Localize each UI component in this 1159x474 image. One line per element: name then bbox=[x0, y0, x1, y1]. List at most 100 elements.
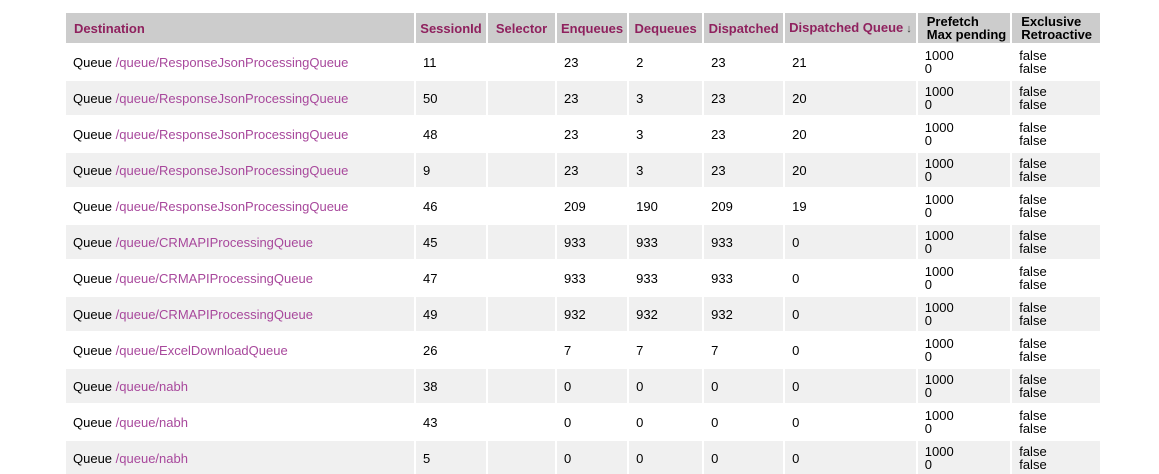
dispatched-queue-cell: 20 bbox=[785, 153, 916, 187]
selector-cell bbox=[488, 333, 555, 367]
column-header-line: Retroactive bbox=[1021, 27, 1093, 42]
exclusive-retroactive-cell-line: false bbox=[1019, 444, 1047, 459]
enqueues-cell: 23 bbox=[557, 81, 628, 115]
prefetch-max-pending-cell-line: 1000 bbox=[924, 156, 954, 171]
prefetch-max-pending-cell: 1000 0 bbox=[917, 45, 1011, 79]
queue-link[interactable]: /queue/ResponseJsonProcessingQueue bbox=[115, 198, 349, 214]
exclusive-retroactive-cell-line: false bbox=[1019, 156, 1047, 171]
dispatched-cell: 209 bbox=[704, 189, 784, 223]
session-id-cell: 49 bbox=[416, 297, 486, 331]
column-header-label: Destination bbox=[74, 20, 145, 36]
dequeues-cell: 933 bbox=[629, 261, 703, 295]
queue-link[interactable]: /queue/CRMAPIProcessingQueue bbox=[115, 234, 313, 250]
queue-link[interactable]: /queue/CRMAPIProcessingQueue bbox=[115, 270, 313, 286]
prefetch-max-pending-cell-line: 1000 bbox=[924, 228, 954, 243]
enqueues-cell: 23 bbox=[557, 153, 628, 187]
prefetch-max-pending-cell: 1000 0 bbox=[917, 333, 1011, 367]
exclusive-retroactive-cell-line: false bbox=[1019, 228, 1047, 243]
session-id-cell: 45 bbox=[416, 225, 486, 259]
destination-type-label: Queue bbox=[73, 306, 113, 322]
column-header-dispatched[interactable]: Dispatched bbox=[704, 13, 784, 43]
queue-link[interactable]: /queue/ResponseJsonProcessingQueue bbox=[115, 54, 349, 70]
prefetch-max-pending-cell-line: 1000 bbox=[924, 336, 954, 351]
prefetch-max-pending-cell-line: 0 bbox=[924, 457, 932, 472]
queue-link[interactable]: /queue/CRMAPIProcessingQueue bbox=[115, 306, 313, 322]
column-header-label: Dequeues bbox=[634, 20, 697, 36]
queue-link[interactable]: /queue/ExcelDownloadQueue bbox=[115, 342, 288, 358]
selector-cell bbox=[488, 369, 555, 403]
destination-cell: Queue /queue/ExcelDownloadQueue bbox=[66, 333, 414, 367]
destination-type-label: Queue bbox=[73, 450, 113, 466]
prefetch-max-pending-cell: 1000 0 bbox=[917, 297, 1011, 331]
header-row: Destination SessionId Selector Enqueues Dequ… bbox=[66, 13, 1101, 43]
table-row: Queue /queue/ResponseJsonProcessingQueue… bbox=[66, 45, 1101, 79]
prefetch-max-pending-cell-line: 1000 bbox=[924, 120, 954, 135]
session-id-cell: 50 bbox=[416, 81, 486, 115]
selector-cell bbox=[488, 405, 555, 439]
column-header-dequeues[interactable]: Dequeues bbox=[629, 13, 703, 43]
table-row: Queue /queue/nabh 43 0 0 0 0 1000 0 false false bbox=[66, 405, 1101, 439]
prefetch-max-pending-cell-line: 0 bbox=[924, 313, 932, 328]
destination-cell: Queue /queue/ResponseJsonProcessingQueue bbox=[66, 117, 414, 151]
dispatched-cell: 0 bbox=[704, 405, 784, 439]
prefetch-max-pending-cell: 1000 0 bbox=[917, 81, 1011, 115]
dispatched-queue-cell: 20 bbox=[785, 81, 916, 115]
table-row: Queue /queue/nabh 38 0 0 0 0 1000 0 false false bbox=[66, 369, 1101, 403]
queue-link[interactable]: /queue/nabh bbox=[115, 450, 188, 466]
dispatched-cell: 933 bbox=[704, 261, 784, 295]
queue-link[interactable]: /queue/nabh bbox=[115, 414, 188, 430]
dispatched-queue-cell: 21 bbox=[785, 45, 916, 79]
exclusive-retroactive-cell: false false bbox=[1012, 369, 1101, 403]
table-row: Queue /queue/ResponseJsonProcessingQueue… bbox=[66, 153, 1101, 187]
prefetch-max-pending-cell: 1000 0 bbox=[917, 405, 1011, 439]
column-header-selector[interactable]: Selector bbox=[488, 13, 555, 43]
queue-link[interactable]: /queue/nabh bbox=[115, 378, 188, 394]
exclusive-retroactive-cell-line: false bbox=[1019, 133, 1047, 148]
destination-type-label: Queue bbox=[73, 90, 113, 106]
column-header-session-id[interactable]: SessionId bbox=[416, 13, 486, 43]
prefetch-max-pending-cell: 1000 0 bbox=[917, 153, 1011, 187]
selector-cell bbox=[488, 81, 555, 115]
prefetch-max-pending-cell-line: 1000 bbox=[924, 300, 954, 315]
table-row: Queue /queue/CRMAPIProcessingQueue 47 933 9… bbox=[66, 261, 1101, 295]
destination-cell: Queue /queue/nabh bbox=[66, 441, 414, 474]
prefetch-max-pending-cell-line: 0 bbox=[924, 205, 932, 220]
dispatched-queue-cell: 20 bbox=[785, 117, 916, 151]
session-id-cell: 48 bbox=[416, 117, 486, 151]
exclusive-retroactive-cell-line: false bbox=[1019, 241, 1047, 256]
dispatched-cell: 933 bbox=[704, 225, 784, 259]
exclusive-retroactive-cell: false false bbox=[1012, 297, 1101, 331]
exclusive-retroactive-cell: false false bbox=[1012, 189, 1101, 223]
queue-link[interactable]: /queue/ResponseJsonProcessingQueue bbox=[115, 126, 349, 142]
dequeues-cell: 190 bbox=[629, 189, 703, 223]
enqueues-cell: 932 bbox=[557, 297, 628, 331]
enqueues-cell: 23 bbox=[557, 45, 628, 79]
dequeues-cell: 933 bbox=[629, 225, 703, 259]
exclusive-retroactive-cell-line: false bbox=[1019, 385, 1047, 400]
selector-cell bbox=[488, 441, 555, 474]
column-header-dispatched-queue[interactable]: Dispatched Queue ↓ bbox=[785, 13, 916, 43]
queue-link[interactable]: /queue/ResponseJsonProcessingQueue bbox=[115, 162, 349, 178]
dequeues-cell: 932 bbox=[629, 297, 703, 331]
dequeues-cell: 0 bbox=[629, 405, 703, 439]
exclusive-retroactive-cell-line: false bbox=[1019, 205, 1047, 220]
column-header-label: Selector bbox=[495, 20, 548, 36]
enqueues-cell: 0 bbox=[557, 369, 628, 403]
queue-link[interactable]: /queue/ResponseJsonProcessingQueue bbox=[115, 90, 349, 106]
column-header-destination[interactable]: Destination bbox=[66, 13, 414, 43]
selector-cell bbox=[488, 117, 555, 151]
dispatched-queue-cell: 0 bbox=[785, 441, 916, 474]
exclusive-retroactive-cell-line: false bbox=[1019, 421, 1047, 436]
session-id-cell: 11 bbox=[416, 45, 486, 79]
dispatched-cell: 7 bbox=[704, 333, 784, 367]
exclusive-retroactive-cell-line: false bbox=[1019, 84, 1047, 99]
destination-cell: Queue /queue/CRMAPIProcessingQueue bbox=[66, 261, 414, 295]
dequeues-cell: 3 bbox=[629, 81, 703, 115]
column-header-label: Dispatched Queue bbox=[789, 19, 904, 35]
column-header-enqueues[interactable]: Enqueues bbox=[557, 13, 628, 43]
prefetch-max-pending-cell: 1000 0 bbox=[917, 117, 1011, 151]
dequeues-cell: 0 bbox=[629, 441, 703, 474]
prefetch-max-pending-cell: 1000 0 bbox=[917, 261, 1011, 295]
exclusive-retroactive-cell-line: false bbox=[1019, 408, 1047, 423]
dispatched-cell: 0 bbox=[704, 441, 784, 474]
